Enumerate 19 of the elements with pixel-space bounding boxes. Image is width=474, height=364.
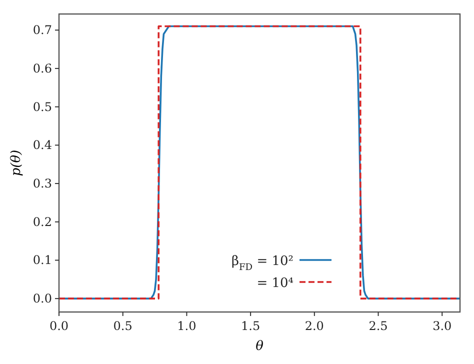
y-tick-label: 0.3 xyxy=(32,176,52,191)
x-axis-title: θ xyxy=(256,339,264,354)
y-tick-label: 0.2 xyxy=(32,214,52,229)
legend-label: = 10⁴ xyxy=(256,276,294,291)
x-tick-label: 0.0 xyxy=(49,319,69,333)
x-tick-label: 2.0 xyxy=(304,319,324,333)
y-tick-label: 0.5 xyxy=(32,100,52,114)
y-tick-label: 0.0 xyxy=(32,292,52,306)
y-tick-label: 0.1 xyxy=(32,253,52,268)
x-tick-label: 3.0 xyxy=(432,319,452,333)
x-tick-label: 1.5 xyxy=(241,319,260,333)
x-tick-label: 1.0 xyxy=(177,319,196,333)
y-tick-label: 0.7 xyxy=(32,23,52,38)
y-tick-label: 0.6 xyxy=(32,61,52,76)
x-tick-label: 2.5 xyxy=(368,319,388,333)
y-tick-label: 0.4 xyxy=(32,138,52,152)
legend-label: β$_{FD}$ = 10² xyxy=(231,254,294,273)
x-tick-label: 0.5 xyxy=(113,319,132,333)
y-axis-title: p(θ) xyxy=(9,150,24,176)
